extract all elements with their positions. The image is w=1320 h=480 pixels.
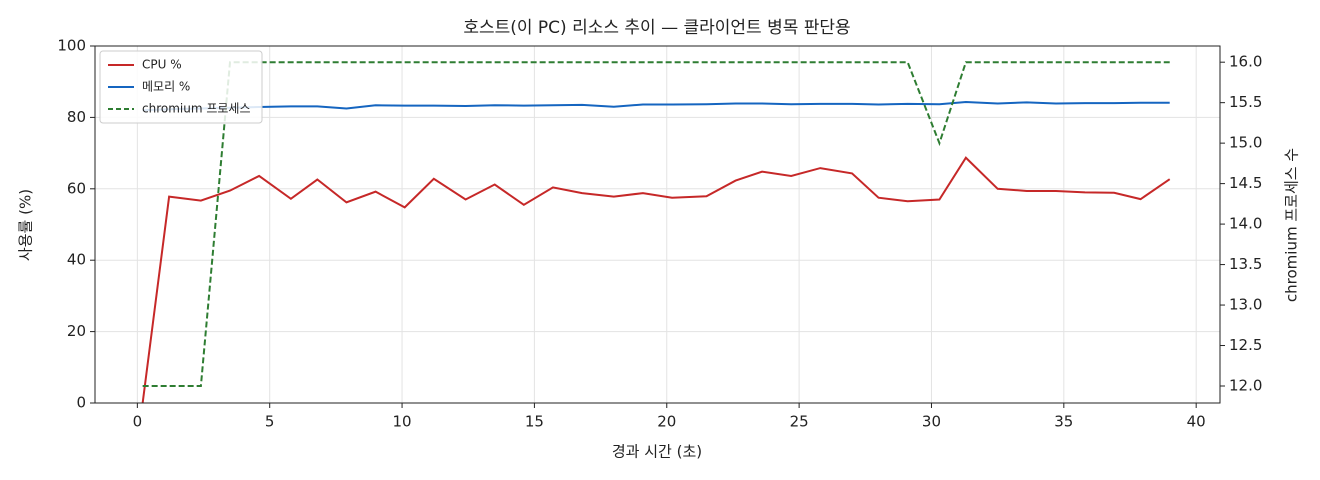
series-line	[141, 156, 1171, 404]
y2-tick-label: 13.0	[1229, 296, 1262, 314]
y2-tick-label: 13.5	[1229, 255, 1262, 273]
legend-label: CPU %	[142, 58, 182, 72]
y-tick-label: 20	[67, 322, 86, 340]
y2-tick-label: 12.0	[1229, 377, 1262, 395]
y2-axis-label: chromium 프로세스 수	[1283, 148, 1301, 302]
y2-tick-label: 15.0	[1229, 134, 1262, 152]
y2-tick-label: 16.0	[1229, 53, 1262, 71]
y2-tick-label: 14.5	[1229, 174, 1262, 192]
plot-frame	[94, 45, 1221, 404]
legend-label: 메모리 %	[142, 80, 190, 94]
series-line	[142, 61, 1170, 387]
x-tick-label: 0	[133, 413, 143, 431]
x-tick-label: 15	[525, 413, 544, 431]
x-axis-label: 경과 시간 (초)	[612, 443, 702, 461]
series-line	[142, 101, 1170, 112]
y2-tick-label: 15.5	[1229, 93, 1262, 111]
x-tick-label: 35	[1054, 413, 1073, 431]
x-tick-label: 30	[922, 413, 941, 431]
y-tick-label: 100	[57, 37, 86, 55]
x-tick-label: 20	[657, 413, 676, 431]
legend-label: chromium 프로세스	[142, 102, 251, 116]
y-tick-label: 40	[67, 251, 86, 269]
legend: CPU % 메모리 % chromium 프로세스	[99, 50, 263, 124]
legend-box	[99, 50, 263, 124]
y-tick-label: 0	[76, 394, 86, 412]
y2-tick-label: 14.0	[1229, 215, 1262, 233]
chart-title: 호스트(이 PC) 리소스 추이 — 클라이언트 병목 판단용	[463, 18, 850, 38]
x-tick-label: 5	[265, 413, 275, 431]
x-tick-label: 10	[393, 413, 412, 431]
y-tick-label: 80	[67, 108, 86, 126]
y-axis-label: 사용률 (%)	[17, 189, 35, 261]
x-tick-label: 25	[790, 413, 809, 431]
y-tick-label: 60	[67, 179, 86, 197]
x-tick-label: 40	[1187, 413, 1206, 431]
y2-tick-label: 12.5	[1229, 336, 1262, 354]
